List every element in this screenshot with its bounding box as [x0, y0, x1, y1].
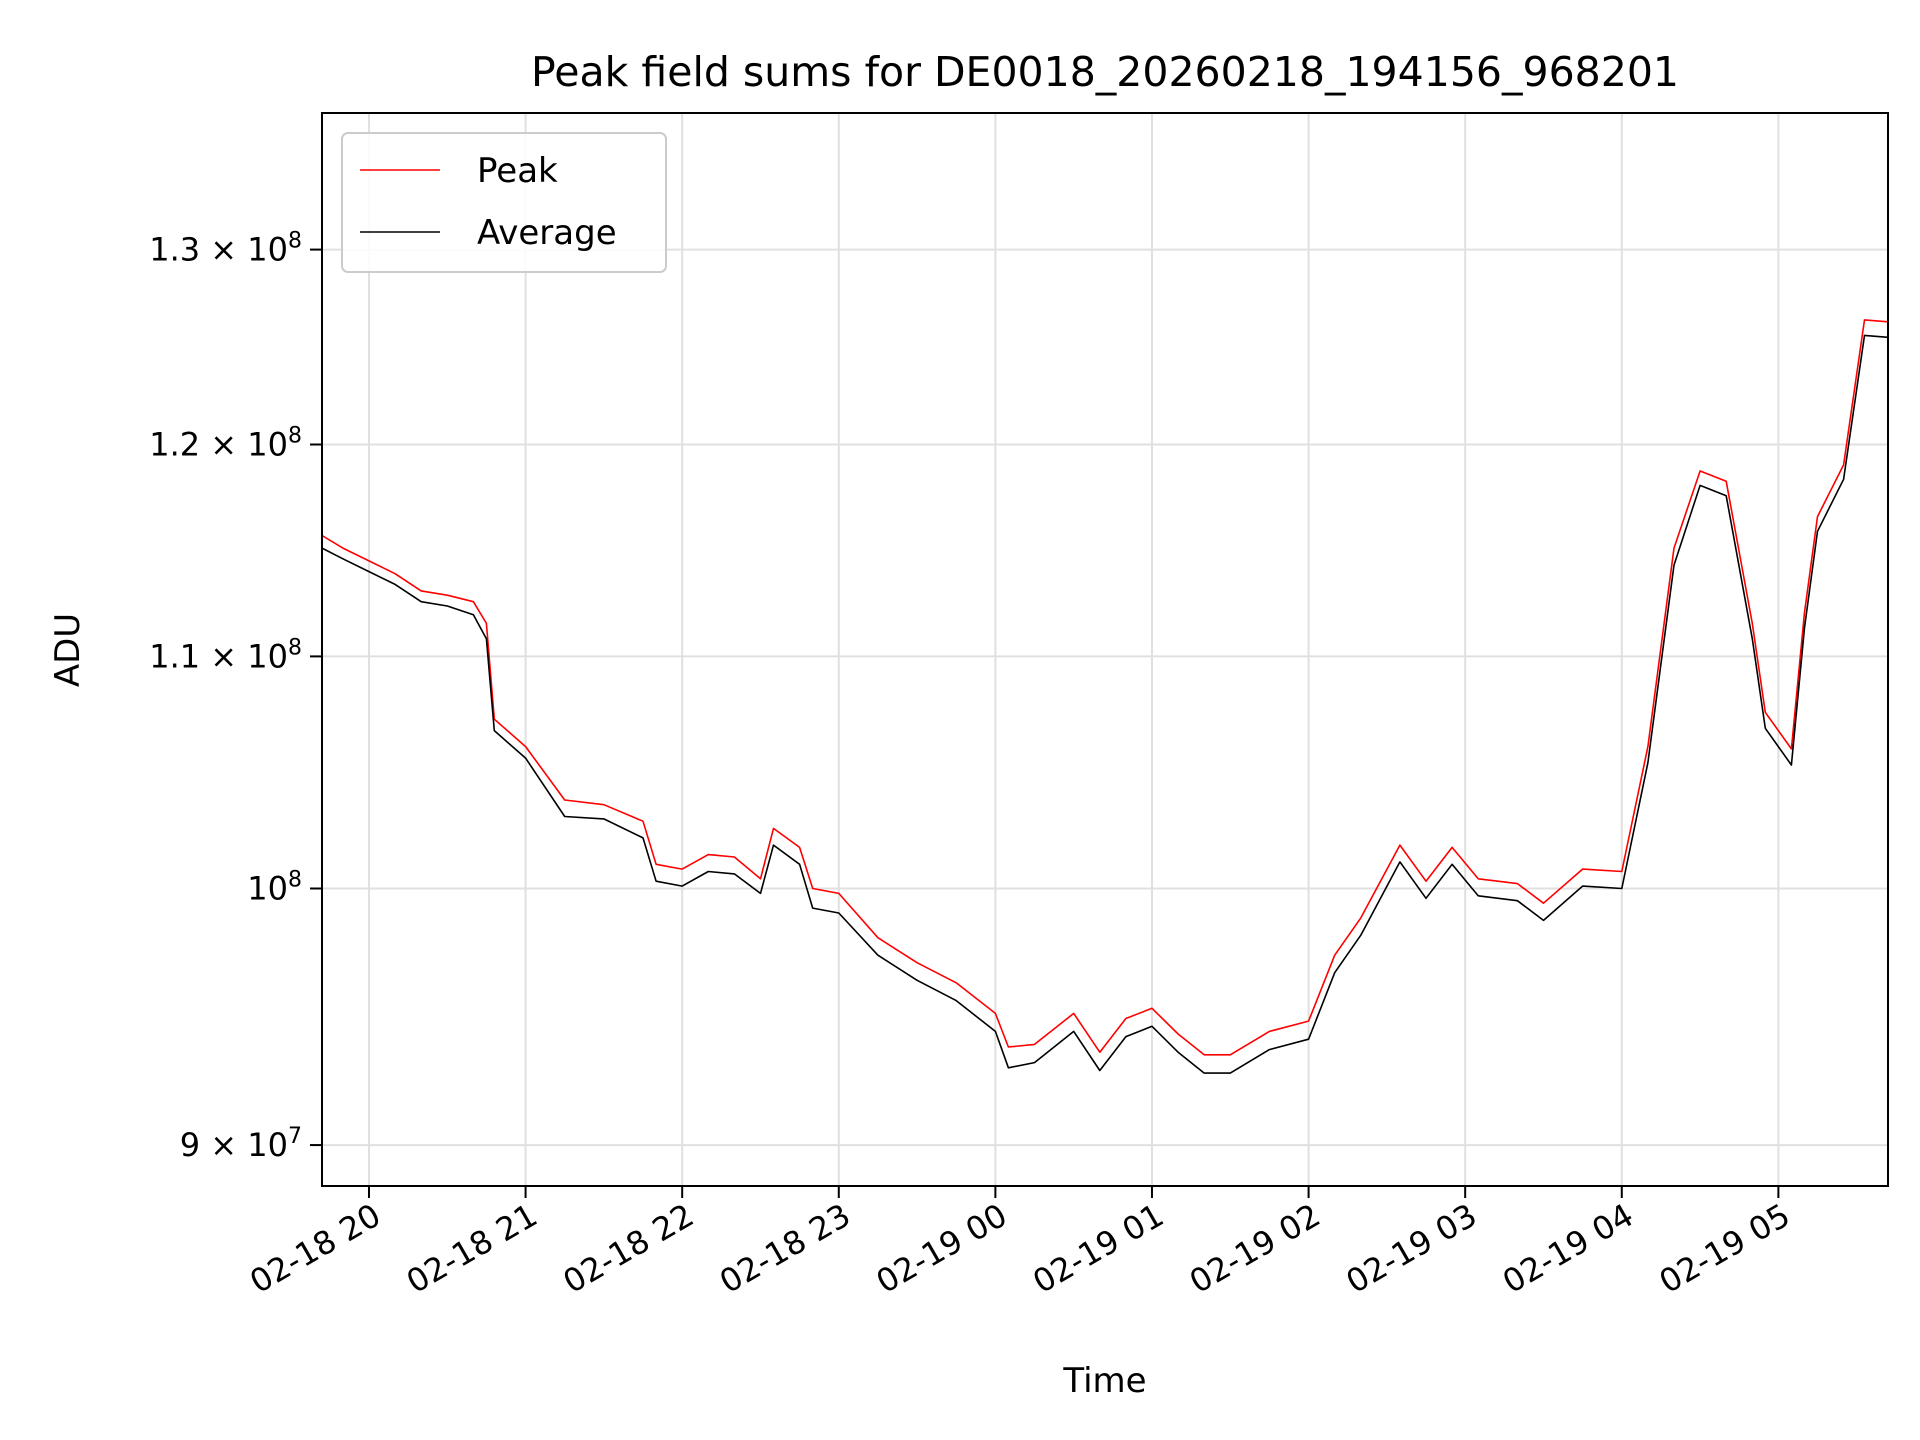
legend-box	[341, 132, 667, 273]
chart-title: Peak field sums for DE0018_20260218_1941…	[531, 48, 1679, 96]
series-line-peak	[322, 319, 1888, 1056]
legend: Peak Average	[341, 132, 667, 273]
y-axis: 9 × 107 108 1.1 × 108 1.2 × 108 1.3 × 108	[149, 229, 322, 1164]
y-tick-label: 108	[247, 867, 302, 907]
x-axis-label: Time	[1062, 1361, 1146, 1401]
grid	[322, 113, 1888, 1186]
y-tick-label: 1.1 × 108	[149, 635, 302, 675]
legend-label-average: Average	[477, 213, 617, 253]
y-tick-label: 9 × 107	[180, 1124, 302, 1164]
series-line-average	[322, 334, 1888, 1074]
legend-label-peak: Peak	[477, 151, 558, 191]
plot-frame	[321, 112, 1889, 1187]
series-layer	[322, 319, 1888, 1074]
y-tick-label: 1.3 × 108	[149, 229, 302, 269]
y-axis-label: ADU	[48, 613, 88, 687]
y-tick-label: 1.2 × 108	[149, 424, 302, 464]
